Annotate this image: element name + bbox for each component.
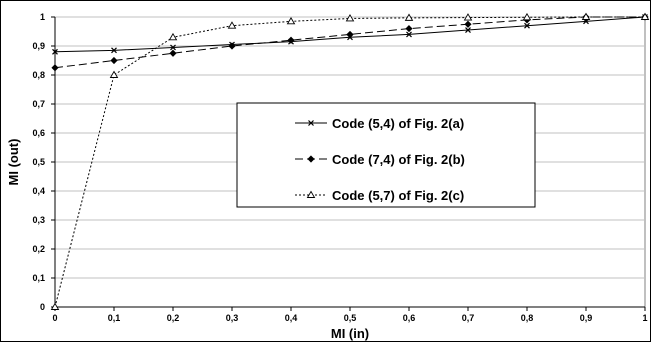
- series-1-point-0: [52, 48, 58, 55]
- series-2-point-1: [110, 56, 118, 65]
- legend-item-2: Code (7,4) of Fig. 2(b): [295, 152, 465, 167]
- series-1-point-6: [406, 31, 412, 38]
- x-tick-label-8: 0,8: [521, 313, 534, 323]
- series-3-point-9: [581, 12, 591, 20]
- x-axis-title: MI (in): [331, 326, 369, 341]
- series-2-point-7: [464, 20, 472, 28]
- legend-label-2: Code (7,4) of Fig. 2(b): [332, 152, 465, 167]
- series-3: [50, 12, 650, 310]
- x-tick-label-9: 0,9: [580, 313, 593, 323]
- series-layer: [50, 12, 650, 310]
- legend-item-3: Code (5,7) of Fig. 2(c): [295, 188, 464, 203]
- series-3-point-6: [404, 13, 414, 21]
- x-tick-label-1: 0,1: [108, 313, 121, 323]
- y-tick-label-1: 0,1: [32, 273, 45, 283]
- y-tick-label-9: 0,9: [32, 41, 45, 51]
- x-tick-label-7: 0,7: [462, 313, 475, 323]
- axes: 0 0,1 0,2 0,3 0,4 0,5 0,6 0,7 0,8 0,9 1 0 0,1 0,2 0,3 0…: [32, 12, 647, 323]
- x-tick-label-3: 0,3: [226, 313, 239, 323]
- legend-item-1: Code (5,4) of Fig. 2(a): [295, 116, 464, 131]
- series-2-point-4: [287, 36, 295, 44]
- x-tick-label-2: 0,2: [167, 313, 180, 323]
- y-tick-label-7: 0,7: [32, 99, 45, 109]
- series-3-line: [54, 16, 645, 308]
- series-2-point-5: [346, 30, 354, 38]
- series-3-point-4: [286, 16, 296, 25]
- legend-swatch-marker-2: [307, 155, 315, 163]
- series-1-point-8: [524, 22, 530, 29]
- series-1-point-1: [111, 47, 117, 54]
- y-tick-label-10: 1: [40, 12, 45, 22]
- grid-lines: [55, 16, 645, 308]
- legend-box: [236, 102, 536, 208]
- y-tick-label-4: 0,4: [32, 186, 45, 196]
- legend-swatch-marker-1: [308, 120, 314, 126]
- x-tick-label-0: 0: [52, 313, 57, 323]
- y-tick-label-5: 0,5: [32, 157, 45, 167]
- y-tick-label-6: 0,6: [32, 128, 45, 138]
- legend-swatch-marker-3: [306, 190, 316, 198]
- series-2-line: [54, 16, 645, 69]
- legend: Code (5,4) of Fig. 2(a) Code (7,4) of Fig…: [236, 102, 536, 208]
- series-3-point-7: [463, 13, 473, 21]
- series-3-point-3: [227, 21, 237, 29]
- y-tick-label-2: 0,2: [32, 244, 45, 254]
- series-3-point-5: [345, 14, 355, 22]
- series-2-point-2: [169, 49, 177, 57]
- x-tick-label-4: 0,4: [285, 313, 298, 323]
- x-tick-label-6: 0,6: [403, 313, 416, 323]
- series-3-point-2: [168, 32, 178, 41]
- x-tick-label-10: 1: [642, 313, 647, 323]
- series-3-point-0: [50, 302, 60, 310]
- series-1-point-7: [465, 27, 471, 33]
- y-tick-label-3: 0,3: [32, 215, 45, 225]
- series-2-point-6: [405, 25, 413, 33]
- legend-label-1: Code (5,4) of Fig. 2(a): [332, 116, 464, 131]
- legend-label-3: Code (5,7) of Fig. 2(c): [332, 188, 464, 203]
- series-3-point-10: [640, 12, 650, 20]
- y-tick-label-0: 0: [40, 302, 45, 312]
- y-tick-label-8: 0,8: [32, 70, 45, 80]
- y-axis-title: MI (out): [6, 139, 21, 186]
- series-2-point-3: [228, 42, 236, 50]
- series-2-point-0: [51, 64, 59, 72]
- x-tick-label-5: 0,5: [344, 313, 357, 323]
- series-3-point-1: [109, 70, 119, 78]
- series-1-point-2: [170, 44, 176, 51]
- series-3-point-8: [522, 12, 532, 21]
